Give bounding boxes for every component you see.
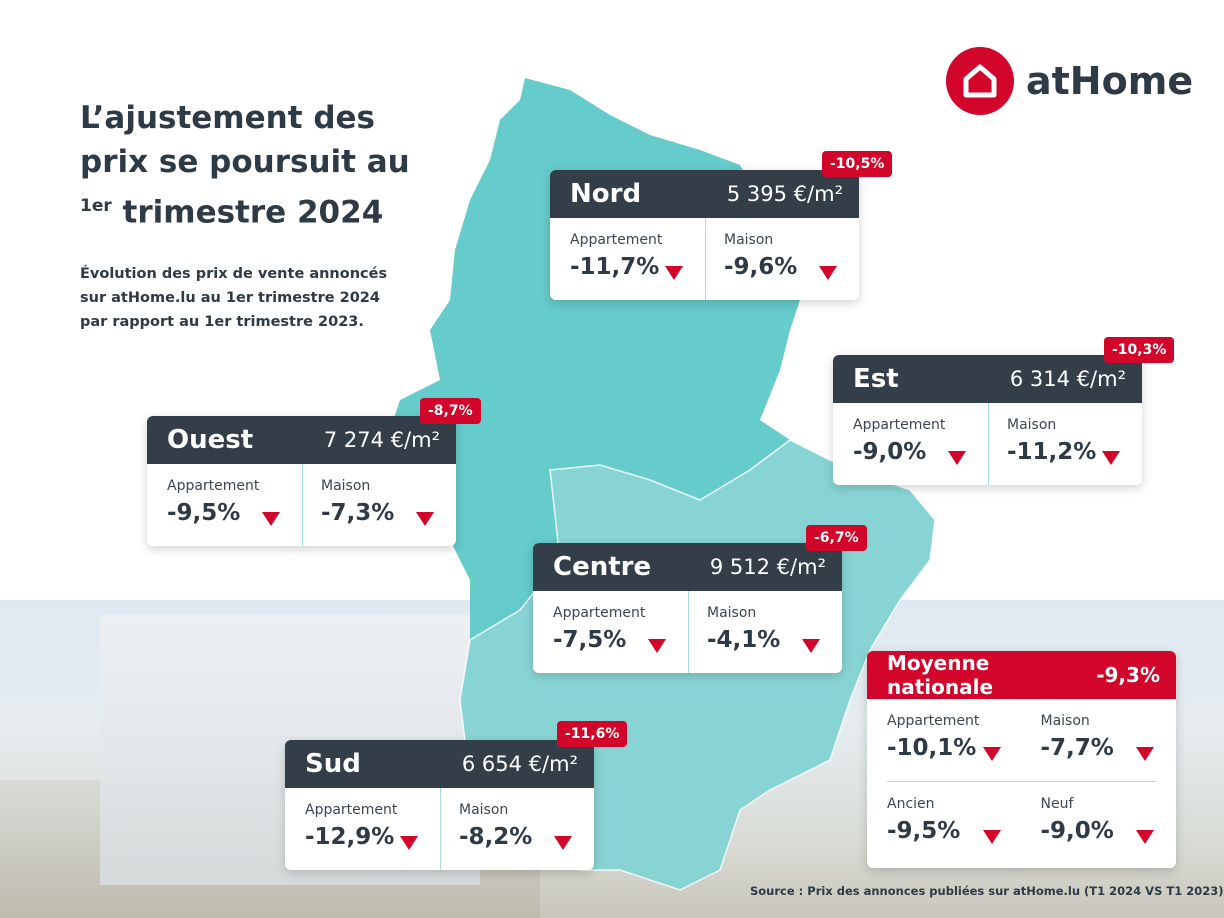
region-name: Est (853, 364, 899, 394)
region-card-nord: Nord 5 395 €/m² Appartement -11,7% Maison -… (550, 170, 859, 300)
down-arrow-icon (1102, 451, 1120, 465)
down-arrow-icon (982, 747, 1001, 761)
appartement-value: -9,0% (853, 439, 927, 465)
down-arrow-icon (554, 836, 572, 850)
title-line: 1er trimestre 2024 (80, 184, 440, 234)
region-card-ouest: Ouest 7 274 €/m² Appartement -9,5% Maison -… (147, 416, 456, 546)
region-name: Ouest (167, 425, 254, 455)
down-arrow-icon (982, 830, 1001, 844)
subtitle: Évolution des prix de vente annoncés sur… (80, 262, 400, 334)
down-arrow-icon (648, 639, 666, 653)
divider (887, 781, 1156, 782)
region-price: 5 395 €/m² (726, 182, 843, 206)
maison-label: Maison (1040, 713, 1090, 729)
down-arrow-icon (948, 451, 966, 465)
maison-label: Maison (1007, 417, 1057, 433)
down-arrow-icon (400, 836, 418, 850)
appartement-value: -10,1% (887, 735, 977, 761)
down-arrow-icon (1136, 830, 1154, 844)
region-card-centre: Centre 9 512 €/m² Appartement -7,5% Maison… (533, 543, 842, 673)
appartement-label: Appartement (305, 802, 398, 818)
ancien-value: -9,5% (887, 818, 961, 844)
maison-value: -11,2% (1007, 439, 1097, 465)
appartement-value: -9,5% (167, 500, 241, 526)
down-arrow-icon (665, 266, 683, 280)
region-name: Centre (553, 552, 652, 582)
maison-value: -4,1% (707, 627, 781, 653)
appartement-label: Appartement (853, 417, 946, 433)
down-arrow-icon (416, 512, 434, 526)
subtitle-line: Évolution des prix de vente annoncés (80, 266, 388, 282)
region-card-est: Est 6 314 €/m² Appartement -9,0% Maison -11… (833, 355, 1142, 485)
region-name: Sud (305, 749, 361, 779)
region-price: 9 512 €/m² (709, 555, 826, 579)
national-title: Moyenne nationale (887, 651, 994, 699)
change-badge: -8,7% (420, 398, 481, 424)
down-arrow-icon (262, 512, 280, 526)
maison-value: -7,7% (1040, 735, 1114, 761)
maison-value: -7,3% (321, 500, 395, 526)
maison-label: Maison (459, 802, 509, 818)
logo-text: atHome (1026, 59, 1194, 103)
change-badge: -10,5% (822, 151, 893, 177)
appartement-label: Appartement (570, 232, 663, 248)
region-price: 7 274 €/m² (323, 428, 440, 452)
subtitle-line: par rapport au 1er trimestre 2023. (80, 314, 364, 330)
down-arrow-icon (802, 639, 820, 653)
subtitle-line: sur atHome.lu au 1er trimestre 2024 (80, 290, 380, 306)
appartement-value: -7,5% (553, 627, 627, 653)
neuf-value: -9,0% (1040, 818, 1114, 844)
title-sup: 1er (80, 196, 112, 216)
maison-label: Maison (707, 605, 757, 621)
maison-label: Maison (724, 232, 774, 248)
change-badge: -6,7% (806, 525, 867, 551)
region-price: 6 314 €/m² (1009, 367, 1126, 391)
down-arrow-icon (819, 266, 837, 280)
maison-label: Maison (321, 478, 371, 494)
title-line: L’ajustement des (80, 100, 375, 136)
appartement-value: -11,7% (570, 254, 660, 280)
title-line: prix se poursuit au (80, 144, 410, 180)
appartement-value: -12,9% (305, 824, 395, 850)
region-price: 6 654 €/m² (461, 752, 578, 776)
house-icon (946, 47, 1014, 115)
region-card-sud: Sud 6 654 €/m² Appartement -12,9% Maison -8… (285, 740, 594, 870)
ancien-label: Ancien (887, 796, 935, 812)
athome-logo: atHome (946, 47, 1193, 115)
appartement-label: Appartement (887, 713, 980, 729)
source-note: Source : Prix des annonces publiées sur … (750, 884, 1224, 898)
appartement-label: Appartement (553, 605, 646, 621)
down-arrow-icon (1136, 747, 1154, 761)
national-change: -9,3% (1096, 663, 1160, 687)
appartement-label: Appartement (167, 478, 260, 494)
maison-value: -8,2% (459, 824, 533, 850)
title-rest: trimestre 2024 (111, 194, 384, 231)
page-title: L’ajustement des prix se poursuit au 1er… (80, 96, 440, 234)
national-average-card: Moyenne nationale -9,3% Appartement -10,1%… (867, 651, 1176, 868)
region-name: Nord (570, 179, 642, 209)
change-badge: -10,3% (1104, 337, 1175, 363)
neuf-label: Neuf (1040, 796, 1074, 812)
change-badge: -11,6% (557, 721, 628, 747)
maison-value: -9,6% (724, 254, 798, 280)
